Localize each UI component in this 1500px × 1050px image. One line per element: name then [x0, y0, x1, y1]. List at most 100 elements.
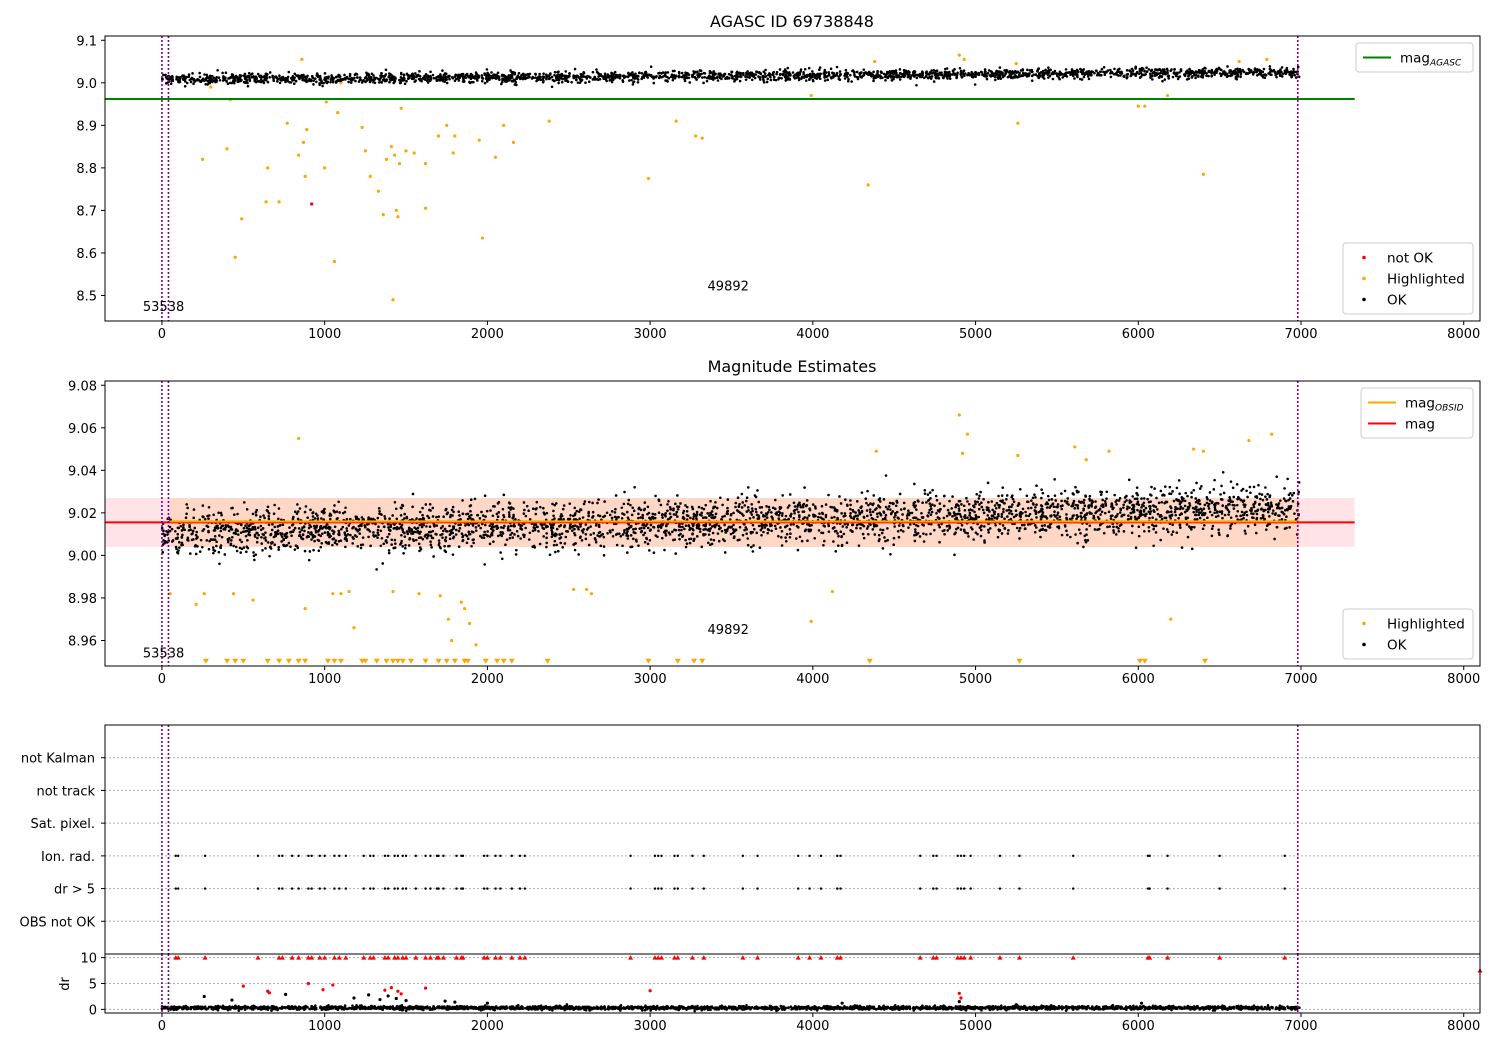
ok-point: [917, 500, 920, 503]
ok-point: [884, 513, 888, 517]
ok-point: [743, 504, 747, 507]
x-tick-label: 1000: [308, 327, 341, 342]
ok-point: [595, 68, 598, 71]
ok-point: [176, 532, 180, 536]
ok-point: [743, 528, 746, 532]
ok-point: [830, 516, 834, 519]
ok-point: [1190, 491, 1193, 495]
ok-point: [519, 537, 522, 540]
ok-point: [1148, 493, 1152, 496]
highlighted-point: [1073, 445, 1077, 449]
ok-point: [1268, 494, 1272, 497]
ok-point: [803, 529, 807, 533]
ok-point: [909, 77, 912, 80]
ok-point: [1144, 514, 1147, 518]
ok-point: [1070, 68, 1074, 71]
ok-point: [974, 515, 978, 519]
ok-point: [1186, 494, 1189, 498]
ok-point: [1219, 493, 1222, 496]
ok-point: [403, 517, 406, 520]
ok-point: [664, 75, 668, 78]
ok-point: [1122, 506, 1125, 509]
ok-point: [1242, 517, 1245, 520]
ok-point: [497, 75, 501, 79]
ok-point: [827, 530, 831, 533]
ok-point: [1142, 497, 1146, 500]
ok-point: [1099, 490, 1102, 494]
ok-point: [1184, 70, 1188, 74]
ok-point: [561, 507, 565, 511]
ok-point: [375, 568, 378, 571]
ok-point: [1231, 500, 1234, 503]
ok-point: [460, 72, 464, 76]
ok-point: [729, 532, 733, 536]
ok-point: [883, 536, 886, 539]
ok-point: [695, 516, 698, 520]
ok-point: [849, 499, 852, 502]
ok-point: [904, 69, 908, 72]
ok-point: [335, 75, 338, 79]
ok-point: [1211, 524, 1215, 528]
ok-point: [700, 511, 704, 515]
ok-point: [509, 69, 512, 72]
highlighted-point: [384, 157, 389, 161]
ok-point: [1253, 523, 1257, 527]
ok-point: [1143, 69, 1146, 73]
ok-point: [293, 72, 297, 76]
ok-point: [1001, 71, 1004, 75]
ok-point: [469, 504, 473, 507]
ok-point: [1064, 68, 1068, 71]
ok-point: [382, 525, 386, 528]
ok-point: [512, 513, 515, 517]
ok-point: [811, 72, 815, 76]
ok-point: [1193, 518, 1197, 521]
ok-point: [1190, 547, 1194, 551]
ok-point: [398, 78, 401, 82]
ok-point: [277, 545, 281, 549]
ok-point: [721, 515, 724, 519]
ok-point: [729, 512, 733, 516]
ok-point: [200, 79, 204, 83]
ok-point: [1046, 494, 1050, 498]
ok-point: [446, 511, 450, 514]
ok-point: [280, 540, 283, 543]
ok-point: [205, 539, 209, 542]
ok-point: [789, 523, 793, 526]
ok-point: [853, 75, 857, 78]
ok-point: [861, 532, 865, 536]
ok-point: [1075, 74, 1079, 77]
ok-point: [1049, 514, 1052, 518]
highlighted-point: [339, 81, 343, 85]
ok-point: [580, 539, 584, 542]
ok-point: [802, 510, 806, 513]
ok-point: [480, 79, 484, 83]
ok-point: [692, 517, 695, 521]
ok-point: [273, 543, 277, 547]
ok-point: [827, 74, 831, 77]
ok-point: [373, 76, 377, 80]
ok-point: [807, 523, 811, 526]
ok-point: [952, 511, 956, 514]
ok-point: [1024, 72, 1028, 75]
ok-point: [804, 504, 808, 508]
ok-point: [986, 71, 990, 75]
highlighted-point: [1107, 449, 1111, 453]
ok-point: [640, 77, 643, 81]
ok-point: [322, 81, 325, 85]
ok-point: [1035, 484, 1038, 488]
ok-point: [391, 514, 394, 517]
ok-point: [738, 79, 742, 83]
ok-point: [255, 540, 259, 544]
ok-point: [442, 529, 445, 533]
ok-point: [1258, 71, 1262, 75]
ok-point: [654, 75, 658, 79]
ok-point: [574, 74, 578, 78]
ok-point: [1011, 503, 1014, 506]
ok-point: [1027, 506, 1030, 510]
ok-point: [937, 516, 941, 520]
ok-point: [1171, 490, 1174, 493]
ok-point: [1105, 490, 1109, 494]
ok-point: [687, 524, 691, 528]
ok-point: [1271, 512, 1274, 515]
ok-point: [1160, 517, 1164, 521]
